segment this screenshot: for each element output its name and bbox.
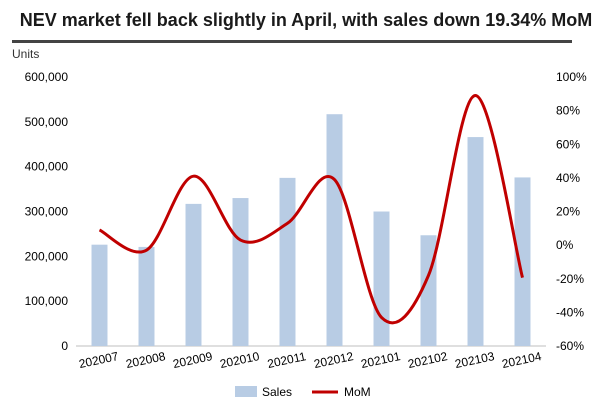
y-unit-label: Units (12, 47, 39, 61)
bars-group (91, 114, 531, 346)
legend-sales-swatch (235, 386, 257, 397)
mom-line (98, 93, 524, 325)
chart-title: NEV market fell back slightly in April, … (19, 10, 593, 30)
left-tick-label: 400,000 (25, 160, 69, 174)
x-tick-label: 202009 (172, 349, 214, 371)
title-rule (12, 40, 572, 43)
right-tick-label: 20% (556, 205, 580, 219)
x-tick-label: 202103 (454, 349, 496, 371)
left-tick-label: 300,000 (25, 205, 69, 219)
x-tick-label: 202012 (313, 349, 355, 371)
x-tick-label: 202102 (407, 349, 449, 371)
x-tick-label: 202007 (78, 349, 120, 371)
right-tick-label: -40% (556, 305, 584, 319)
x-tick-label: 202011 (266, 349, 308, 371)
right-tick-label: 60% (556, 137, 580, 151)
right-tick-label: 40% (556, 171, 580, 185)
left-axis-ticks: 0 100,000 200,000 300,000 400,000 500,000 600,… (25, 70, 69, 353)
sales-bar-202009 (185, 203, 202, 346)
sales-bar-202012 (326, 114, 343, 346)
sales-bar-202104 (514, 177, 531, 346)
right-tick-label: 100% (556, 70, 587, 84)
sales-bar-202101 (373, 211, 390, 346)
right-axis-ticks: -60% -40% -20% 0% 20% 40% 60% 80% 100% (556, 70, 587, 353)
x-tick-label: 202008 (125, 349, 167, 371)
sales-bar-202008 (138, 246, 155, 346)
left-tick-label: 100,000 (25, 294, 69, 308)
mom-line-group (98, 93, 524, 325)
legend-sales-label: Sales (262, 385, 292, 399)
x-axis-ticks: 202007 202008 202009 202010 202011 202012 2021… (78, 349, 543, 371)
left-tick-label: 0 (61, 339, 68, 353)
sales-bar-202011 (279, 177, 296, 346)
right-tick-label: -20% (556, 272, 584, 286)
sales-bar-202010 (232, 198, 249, 346)
right-tick-label: 0% (556, 238, 574, 252)
left-tick-label: 200,000 (25, 249, 69, 263)
left-tick-label: 600,000 (25, 70, 69, 84)
x-tick-label: 202101 (360, 349, 402, 371)
right-tick-label: -60% (556, 339, 584, 353)
x-tick-label: 202104 (501, 349, 543, 371)
legend: Sales MoM (235, 385, 371, 399)
sales-bar-202007 (91, 244, 108, 346)
x-tick-label: 202010 (219, 349, 261, 371)
right-tick-label: 80% (556, 104, 580, 118)
legend-mom-label: MoM (344, 385, 371, 399)
sales-bar-202103 (467, 137, 484, 346)
left-tick-label: 500,000 (25, 115, 69, 129)
